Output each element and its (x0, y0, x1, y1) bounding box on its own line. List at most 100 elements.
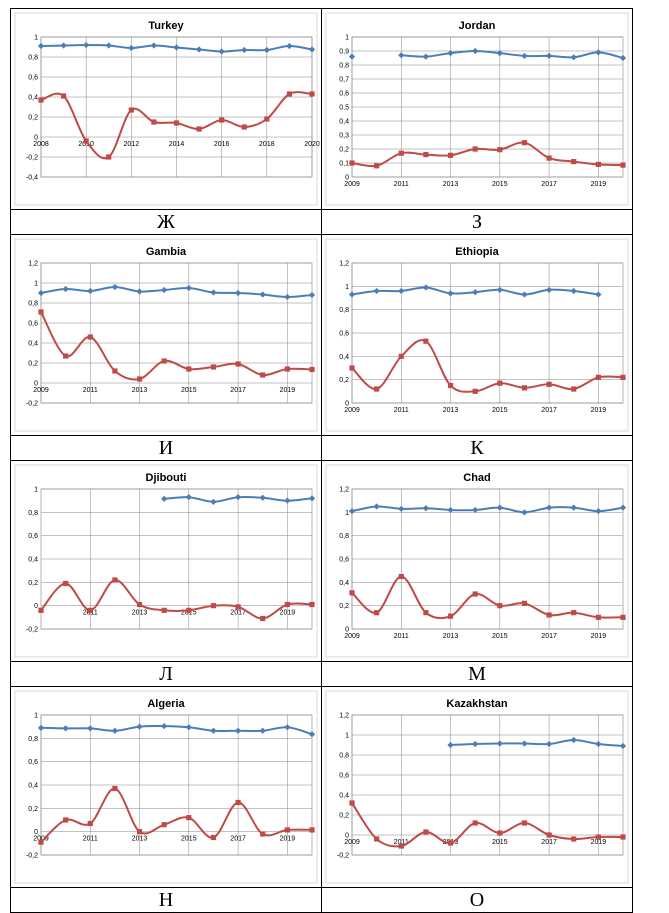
y-tick-label: 0,4 (339, 354, 349, 361)
series-2-point (398, 573, 404, 580)
y-tick-label: 0,8 (339, 63, 349, 70)
y-tick-label: 0,8 (339, 533, 349, 540)
plot-area (40, 488, 313, 630)
series-2-point (497, 603, 503, 609)
y-tick-label: 0,2 (28, 580, 38, 587)
series-2-point (546, 381, 552, 387)
series-2-point (83, 138, 89, 144)
series-1-point (422, 284, 430, 291)
y-tick-label: 0,2 (28, 115, 38, 122)
y-tick-label: 0 (345, 627, 349, 634)
series-2-point (571, 386, 577, 392)
y-tick-label: 1 (345, 510, 349, 517)
chart-frame (14, 12, 318, 206)
y-tick-label: 1 (34, 487, 38, 494)
series-2-point (309, 827, 315, 833)
y-tick-label: 0,7 (339, 77, 349, 84)
x-tick-label: 2017 (541, 633, 557, 640)
y-tick-label: 0,4 (28, 341, 38, 348)
series-1-point (195, 46, 203, 53)
x-tick-label: 2015 (181, 836, 197, 843)
y-tick-label: 0,6 (28, 759, 38, 766)
charts-table: Turkey -0,4 -0,2 0 0,2 0,4 0,6 0,8 1 2008 2010 2012… (10, 8, 633, 913)
series-2-point (235, 361, 241, 367)
series-2-point (497, 830, 503, 836)
x-tick-label: 2017 (541, 839, 557, 846)
y-tick-label: 1 (345, 284, 349, 291)
y-tick-label: 0,4 (339, 580, 349, 587)
x-tick-label: 2017 (230, 387, 246, 394)
series-1-point (185, 284, 192, 292)
series-1-point (62, 285, 69, 293)
y-tick-label: 0,6 (339, 91, 349, 98)
series-1-point (37, 289, 45, 297)
y-tick-label: 0,8 (339, 753, 349, 760)
series-1-point (422, 53, 430, 60)
series-2-point (472, 146, 478, 152)
y-tick-label: -0,2 (26, 401, 38, 408)
series-1-point (173, 44, 180, 51)
y-tick-label: 0 (34, 135, 38, 142)
x-tick-label: 2015 (181, 387, 197, 394)
chart-jordan: Jordan 0 0,1 0,2 0,3 0,4 0,5 0,6 0,7 0,8 0,9 1 2009 2… (325, 12, 629, 206)
series-2-point (309, 366, 315, 373)
x-tick-label: 2019 (591, 407, 607, 414)
x-tick-label: 2013 (132, 387, 148, 394)
series-1-line (401, 49, 624, 59)
y-tick-label: 1,2 (339, 261, 349, 268)
y-tick-label: 1,2 (339, 487, 349, 494)
series-2-point (423, 610, 429, 616)
y-tick-label: 0,8 (28, 736, 38, 743)
series-2-point (186, 366, 192, 372)
series-1-point (422, 505, 430, 512)
plot-area (351, 488, 624, 630)
y-tick-label: 0,3 (339, 133, 349, 140)
series-2-point (620, 162, 626, 168)
y-tick-label: 1 (345, 35, 349, 42)
series-2-point (235, 604, 241, 610)
x-tick-label: 2016 (214, 141, 230, 148)
y-tick-label: 0,6 (339, 773, 349, 780)
series-2-point (60, 93, 67, 99)
y-tick-label: 0,4 (28, 95, 38, 102)
x-tick-label: 2017 (230, 836, 246, 843)
y-tick-label: 0 (345, 833, 349, 840)
series-2-point (447, 840, 454, 846)
series-2-point (210, 364, 217, 370)
series-2-point (447, 613, 454, 619)
series-2-point (620, 374, 626, 380)
series-2-point (595, 374, 601, 380)
x-tick-label: 2017 (230, 610, 246, 617)
x-tick-label: 2011 (394, 181, 409, 188)
series-2-point (423, 338, 429, 344)
series-2-point (161, 607, 167, 613)
series-1-point (241, 46, 248, 54)
y-tick-label: 0,4 (339, 119, 349, 126)
row-label: О (321, 887, 633, 913)
series-2-point (309, 601, 315, 608)
y-tick-label: 0,2 (339, 603, 349, 610)
y-tick-label: 0 (34, 603, 38, 610)
x-tick-label: 2019 (591, 181, 607, 188)
x-tick-label: 2011 (394, 407, 409, 414)
chart-frame (325, 464, 629, 658)
y-tick-label: 0,6 (28, 533, 38, 540)
chart-title: Gambia (146, 246, 187, 258)
plot-area (351, 714, 624, 856)
series-2-point (374, 163, 380, 169)
chart-frame (325, 238, 629, 432)
series-2-point (309, 91, 315, 97)
chart-cell-djibouti: Djibouti -0,2 0 0,2 0,4 0,6 0,8 1 2011 2013 2015 20… (10, 460, 322, 662)
x-tick-label: 2011 (394, 633, 409, 640)
y-tick-label: 0,4 (28, 783, 38, 790)
series-2-point (423, 152, 429, 158)
series-1-point (210, 289, 217, 296)
chart-cell-ethiopia: Ethiopia 0 0,2 0,4 0,6 0,8 1 1,2 2009 2011 2013 201… (321, 234, 633, 436)
series-2-point (571, 836, 577, 842)
y-tick-label: 0,8 (28, 510, 38, 517)
series-2-point (497, 147, 503, 153)
y-tick-label: -0,2 (26, 853, 38, 860)
x-tick-label: 2019 (591, 839, 607, 846)
x-tick-label: 2015 (492, 839, 508, 846)
